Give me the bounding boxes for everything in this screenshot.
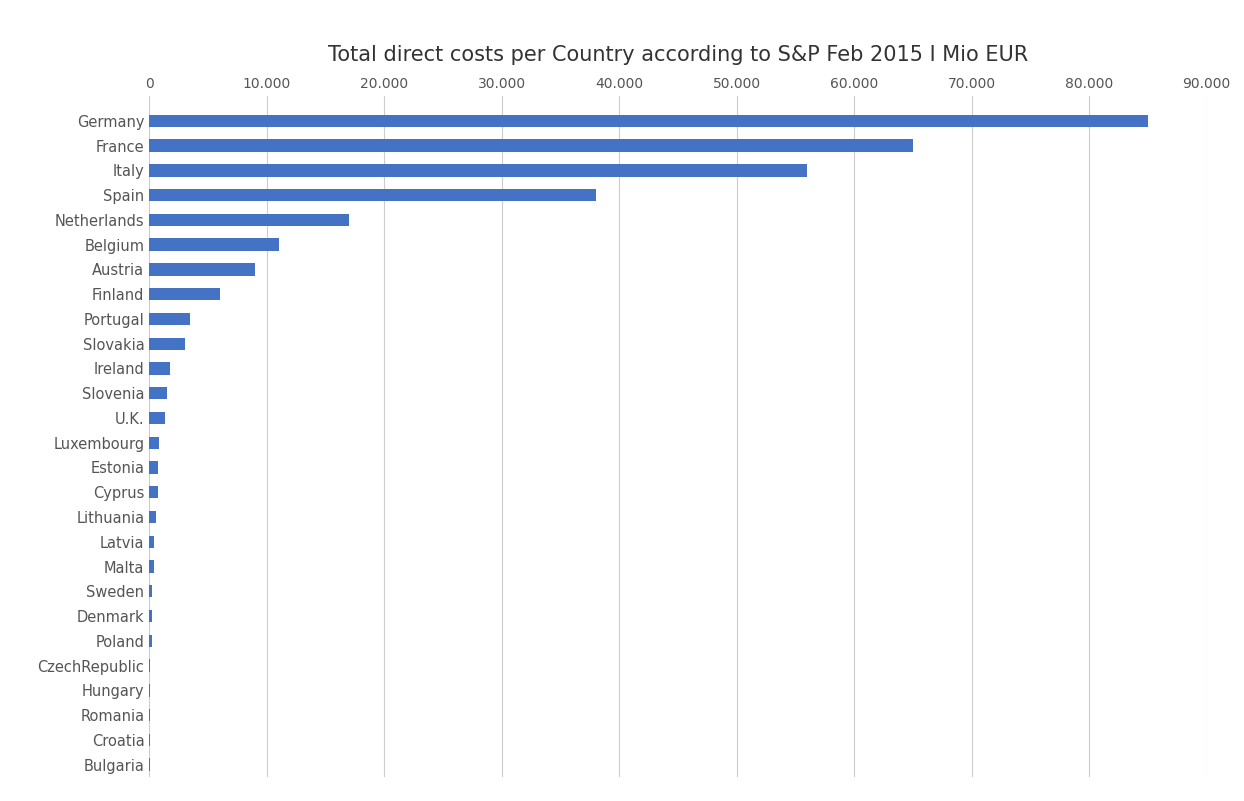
Bar (149, 189, 596, 201)
Bar (149, 288, 220, 300)
Bar (149, 610, 152, 622)
Bar (149, 312, 190, 325)
Bar (149, 412, 164, 425)
Bar (149, 214, 350, 226)
Bar (149, 511, 157, 523)
Bar (149, 115, 1148, 127)
Bar (149, 337, 184, 350)
Bar (149, 362, 170, 375)
Bar (149, 139, 913, 152)
Bar (149, 264, 255, 276)
Bar (149, 486, 158, 498)
Bar (149, 536, 154, 548)
Bar (149, 437, 159, 449)
Bar (149, 634, 152, 647)
Bar (149, 461, 158, 473)
Bar (149, 239, 279, 251)
Bar (149, 164, 807, 176)
Bar (149, 561, 154, 573)
Bar (149, 387, 167, 400)
Title: Total direct costs per Country according to S&P Feb 2015 I Mio EUR: Total direct costs per Country according… (328, 45, 1028, 65)
Bar (149, 585, 152, 598)
